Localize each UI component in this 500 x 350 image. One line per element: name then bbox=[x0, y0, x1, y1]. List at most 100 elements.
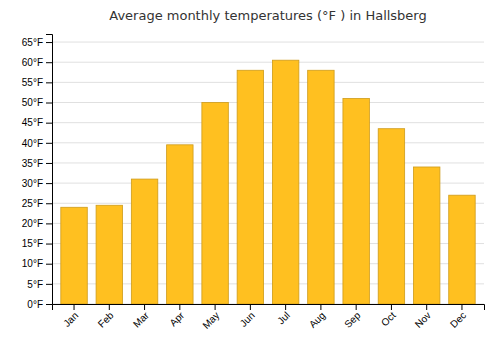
bar bbox=[449, 195, 475, 304]
tick: 35°F bbox=[22, 158, 52, 169]
tick-mark bbox=[426, 304, 427, 310]
grid-line bbox=[52, 42, 484, 43]
tick-label: Feb bbox=[96, 309, 116, 329]
plot: 0°F 5°F 10°F 15°F 20°F 25°F 30°F 35°F 40°F 45°F 50… bbox=[22, 35, 485, 331]
tick-mark bbox=[391, 304, 392, 310]
tick: 10°F bbox=[22, 258, 52, 269]
bar bbox=[202, 103, 228, 304]
tick: 30°F bbox=[22, 178, 52, 189]
tick: 55°F bbox=[22, 77, 52, 88]
axis-line bbox=[46, 35, 53, 305]
tick-label: Apr bbox=[167, 309, 186, 328]
tick-label: May bbox=[200, 310, 221, 331]
chart: 0°F 5°F 10°F 15°F 20°F 25°F 30°F 35°F 40°F 45°F 50… bbox=[0, 0, 500, 350]
tick-mark bbox=[46, 123, 52, 124]
tick-mark bbox=[320, 304, 321, 310]
tick: Nov bbox=[413, 304, 433, 330]
tick-mark bbox=[46, 103, 52, 104]
tick: Jun bbox=[238, 304, 257, 329]
tick-label: 40°F bbox=[22, 138, 43, 149]
bars bbox=[61, 60, 475, 304]
tick: 50°F bbox=[22, 97, 52, 108]
tick: Dec bbox=[448, 304, 468, 330]
tick-label: 60°F bbox=[22, 57, 43, 68]
tick-mark bbox=[285, 304, 286, 310]
tick-mark bbox=[46, 82, 52, 83]
tick-mark bbox=[46, 62, 52, 63]
tick-mark bbox=[46, 143, 52, 144]
tick-label: Jun bbox=[238, 310, 257, 329]
tick-label: Jan bbox=[61, 310, 80, 329]
tick-mark bbox=[179, 304, 180, 310]
grid bbox=[52, 42, 484, 304]
tick-mark bbox=[46, 223, 52, 224]
tick: Sep bbox=[342, 304, 363, 330]
tick-label: 65°F bbox=[22, 37, 43, 48]
tick: 60°F bbox=[22, 57, 52, 68]
tick-label: 30°F bbox=[22, 178, 43, 189]
tick-mark bbox=[46, 42, 52, 43]
bar bbox=[237, 70, 263, 304]
bar bbox=[131, 179, 157, 304]
grid-line bbox=[52, 102, 484, 103]
tick: Oct bbox=[379, 304, 398, 328]
axis-line bbox=[53, 305, 485, 311]
tick-label: 15°F bbox=[22, 238, 43, 249]
tick-label: Jul bbox=[275, 310, 292, 327]
tick-label: Mar bbox=[131, 309, 151, 329]
tick: 40°F bbox=[22, 138, 52, 149]
tick-mark bbox=[46, 264, 52, 265]
grid-line bbox=[52, 82, 484, 83]
tick: 15°F bbox=[22, 238, 52, 249]
tick-label: Oct bbox=[379, 310, 398, 329]
tick-label: Sep bbox=[342, 309, 363, 330]
x-axis: Jan Feb Mar Apr May Jun Jul Aug Sep Oct Nov Dec bbox=[53, 304, 485, 331]
tick: Apr bbox=[167, 304, 186, 328]
tick: May bbox=[200, 304, 221, 331]
tick: 0°F bbox=[27, 299, 52, 310]
bar bbox=[96, 205, 122, 304]
tick: Aug bbox=[307, 304, 327, 330]
tick-mark bbox=[356, 304, 357, 310]
tick: 45°F bbox=[22, 117, 52, 128]
bar bbox=[61, 207, 87, 304]
tick-label: Dec bbox=[448, 310, 468, 330]
tick-label: 5°F bbox=[27, 279, 43, 290]
grid-line bbox=[52, 142, 484, 143]
tick-label: 20°F bbox=[22, 218, 43, 229]
bar bbox=[272, 60, 298, 304]
tick-mark bbox=[46, 183, 52, 184]
bar bbox=[413, 167, 439, 304]
tick-label: 25°F bbox=[22, 198, 43, 209]
grid-line bbox=[52, 162, 484, 163]
tick: Mar bbox=[131, 304, 151, 330]
title: Average monthly temperatures (°F ) in Ha… bbox=[109, 8, 427, 23]
tick: Feb bbox=[96, 304, 116, 330]
tick-mark bbox=[74, 304, 75, 310]
tick-label: 55°F bbox=[22, 77, 43, 88]
tick-label: 50°F bbox=[22, 97, 43, 108]
tick: Jan bbox=[61, 304, 80, 329]
tick-mark bbox=[109, 304, 110, 310]
tick-mark bbox=[46, 304, 52, 305]
tick: 20°F bbox=[22, 218, 52, 229]
grid-line bbox=[52, 122, 484, 123]
tick-mark bbox=[144, 304, 145, 310]
tick: 25°F bbox=[22, 198, 52, 209]
bar bbox=[167, 145, 193, 304]
tick-label: 45°F bbox=[22, 117, 43, 128]
tick-mark bbox=[46, 203, 52, 204]
tick: Jul bbox=[275, 304, 292, 326]
tick-label: 10°F bbox=[22, 258, 43, 269]
tick-label: 0°F bbox=[27, 299, 43, 310]
bar bbox=[343, 98, 369, 304]
tick-label: Aug bbox=[307, 310, 327, 330]
tick-mark bbox=[215, 304, 216, 310]
tick-label: 35°F bbox=[22, 158, 43, 169]
tick-mark bbox=[461, 304, 462, 310]
tick-mark bbox=[46, 284, 52, 285]
grid-line bbox=[52, 62, 484, 63]
bar bbox=[308, 70, 334, 304]
tick: 65°F bbox=[22, 37, 52, 48]
tick-mark bbox=[250, 304, 251, 310]
